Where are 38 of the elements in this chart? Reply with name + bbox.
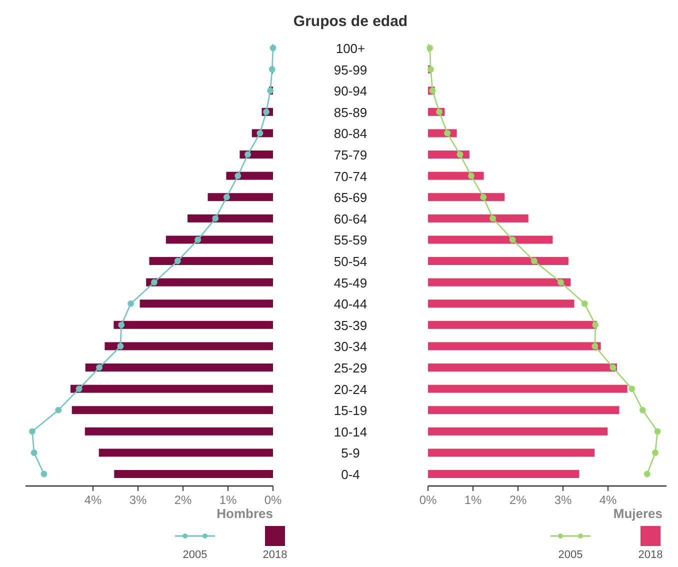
y-tick-label: 55-59 (334, 232, 368, 248)
y-tick-label: 95-99 (334, 62, 368, 78)
x-tick-label: 2% (174, 493, 192, 507)
y-tick-label: 10-14 (334, 424, 368, 440)
y-tick-label: 5-9 (341, 446, 360, 461)
y-tick-label: 70-74 (334, 168, 368, 184)
legend-label: 2005 (558, 549, 583, 561)
x-tick-label: 0% (264, 493, 282, 507)
x-tick-label: 0% (419, 493, 437, 507)
x-axis-title: Mujeres (613, 506, 662, 521)
y-tick-label: 60-64 (334, 211, 368, 226)
y-tick-label: 50-54 (334, 254, 368, 269)
legend-label: 2005 (182, 549, 208, 561)
y-tick-label: 75-79 (334, 148, 368, 162)
y-tick-label: 25-29 (334, 360, 368, 376)
y-tick-label: 30-34 (334, 339, 368, 354)
x-tick-label: 3% (129, 493, 147, 507)
x-tick-label: 1% (464, 493, 482, 507)
legend-label: 2018 (262, 549, 288, 561)
y-tick-label: 45-49 (334, 275, 368, 290)
y-tick-label: 40-44 (334, 296, 368, 312)
x-tick-label: 3% (554, 493, 572, 507)
x-tick-label: 4% (599, 493, 617, 507)
y-tick-label: 35-39 (334, 318, 368, 333)
x-tick-label: 2% (509, 493, 527, 507)
y-tick-label: 85-89 (334, 104, 368, 120)
y-tick-label: 15-19 (334, 403, 368, 418)
x-axis-title: Hombres (216, 506, 273, 521)
x-tick-label: 1% (219, 493, 237, 507)
legend-label: 2018 (638, 549, 663, 561)
y-tick-label: 20-24 (334, 382, 368, 397)
y-tick-label: 80-84 (334, 126, 368, 142)
text: Grupos de edad (293, 13, 408, 30)
y-tick-label: 0-4 (341, 467, 360, 482)
y-tick-label: 90-94 (334, 84, 368, 99)
x-tick-label: 4% (84, 493, 102, 507)
y-tick-label: 100+ (336, 41, 366, 56)
y-tick-label: 65-69 (334, 190, 368, 206)
